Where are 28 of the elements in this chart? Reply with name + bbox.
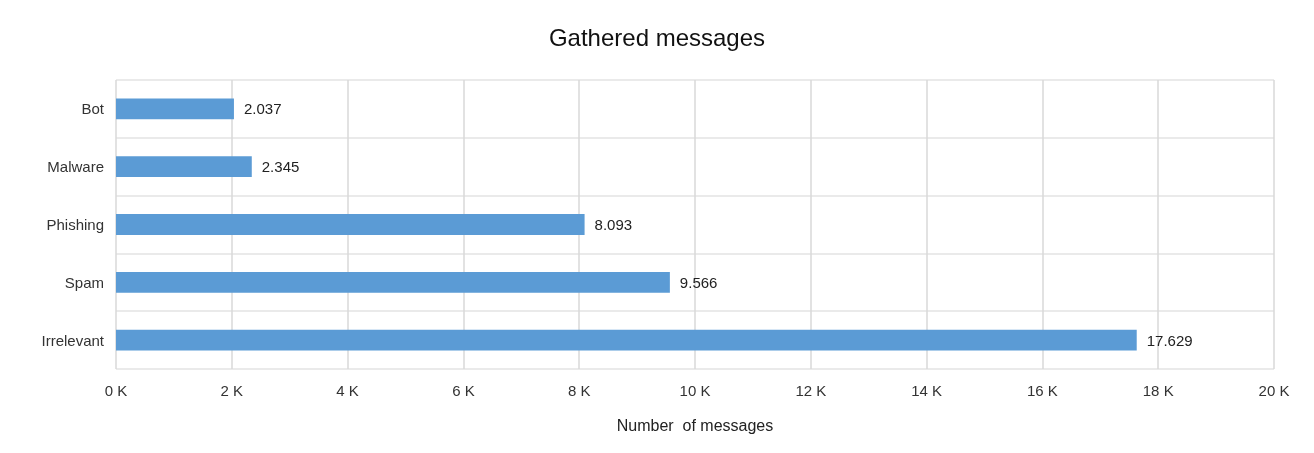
data-label: 8.093 — [594, 216, 633, 233]
x-tick-label: 2 K — [220, 382, 244, 399]
y-tick-label: Malware — [47, 158, 104, 176]
x-tick-label: 12 K — [795, 382, 827, 399]
x-tick-label: 10 K — [679, 382, 711, 399]
data-label: 9.566 — [679, 273, 718, 291]
data-label: 2.345 — [261, 158, 300, 176]
x-tick-label: 20 K — [1258, 382, 1290, 399]
x-axis-title: Number of messages — [616, 416, 774, 434]
bar — [116, 156, 252, 178]
x-tick-label: 14 K — [911, 382, 943, 399]
data-label: 2.037 — [243, 100, 282, 118]
x-tick-label: 8 K — [567, 382, 591, 399]
bar — [116, 214, 585, 235]
bar — [116, 329, 1137, 351]
x-tick-label: 16 K — [1026, 382, 1058, 399]
x-tick-label: 4 K — [336, 382, 359, 399]
y-tick-label: Phishing — [46, 216, 104, 233]
x-tick-label: 18 K — [1142, 382, 1174, 399]
y-tick-label: Spam — [64, 273, 104, 291]
x-tick-label: 6 K — [452, 382, 475, 399]
bar — [116, 271, 670, 293]
y-tick-label: Irrelevant — [41, 331, 105, 349]
chart-title: Gathered messages — [548, 23, 766, 51]
bar — [116, 98, 234, 120]
x-tick-label: 0 K — [104, 382, 128, 399]
y-tick-label: Bot — [81, 100, 105, 118]
data-label: 17.629 — [1146, 331, 1193, 349]
